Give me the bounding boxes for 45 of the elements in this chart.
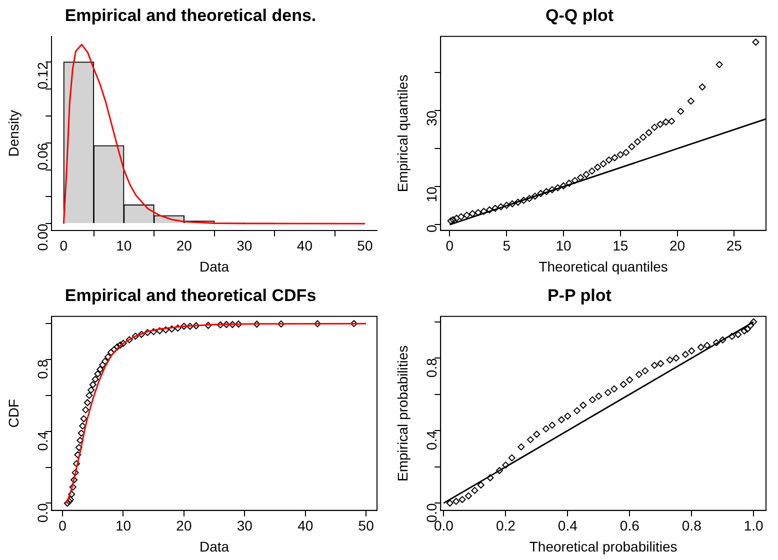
x-tick-label: 20 — [669, 238, 686, 254]
y-tick-label: 0.12 — [34, 62, 50, 90]
y-axis-title: Empirical quantiles — [394, 74, 410, 192]
x-tick-label: 10 — [556, 238, 572, 254]
y-axis-title: Empirical probabilities — [394, 345, 410, 482]
chart-title: Empirical and theoretical dens. — [64, 6, 316, 25]
x-tick-label: 30 — [236, 518, 253, 534]
x-tick-label: 0 — [446, 238, 454, 254]
x-tick-label: 25 — [726, 238, 742, 254]
chart-title: Q-Q plot — [546, 6, 614, 25]
y-tick-label: 0.8 — [34, 359, 50, 379]
x-axis-title: Theoretical probabilities — [529, 538, 678, 554]
x-tick-label: 50 — [357, 238, 373, 254]
x-tick-label: 50 — [358, 518, 374, 534]
chart-title: P-P plot — [548, 286, 612, 305]
x-tick-label: 0.4 — [558, 518, 578, 534]
x-tick-label: 10 — [115, 518, 132, 534]
y-tick-label: 0.8 — [423, 358, 440, 378]
y-tick-label: 0.00 — [34, 223, 50, 251]
x-tick-label: 15 — [612, 238, 628, 254]
y-tick-label: 0 — [423, 224, 440, 232]
x-axis-title: Theoretical quantiles — [538, 258, 668, 274]
x-tick-label: 0 — [58, 518, 67, 534]
x-axis-title: Data — [200, 258, 230, 274]
y-tick-label: 0.4 — [34, 431, 50, 451]
y-tick-label: 30 — [423, 110, 440, 126]
x-tick-label: 40 — [296, 238, 313, 254]
y-tick-label: 0.4 — [423, 430, 440, 450]
x-tick-label: 0.2 — [496, 518, 516, 534]
x-axis-title: Data — [200, 538, 230, 554]
x-tick-label: 0.8 — [682, 518, 702, 534]
x-tick-label: 5 — [502, 238, 511, 254]
x-tick-label: 20 — [176, 238, 192, 254]
x-tick-label: 0.6 — [620, 518, 640, 534]
x-tick-label: 20 — [176, 518, 192, 534]
y-axis-title: Density — [5, 110, 22, 157]
y-tick-label: 0.06 — [34, 142, 50, 170]
x-tick-label: 1.0 — [744, 518, 764, 534]
x-tick-label: 40 — [298, 518, 314, 534]
chart-title: Empirical and theoretical CDFs — [64, 286, 316, 305]
x-tick-label: 10 — [116, 238, 132, 254]
y-axis-title: CDF — [5, 399, 22, 428]
x-tick-label: 0 — [60, 238, 68, 254]
y-tick-label: 10 — [423, 186, 440, 202]
x-tick-label: 30 — [236, 238, 252, 254]
